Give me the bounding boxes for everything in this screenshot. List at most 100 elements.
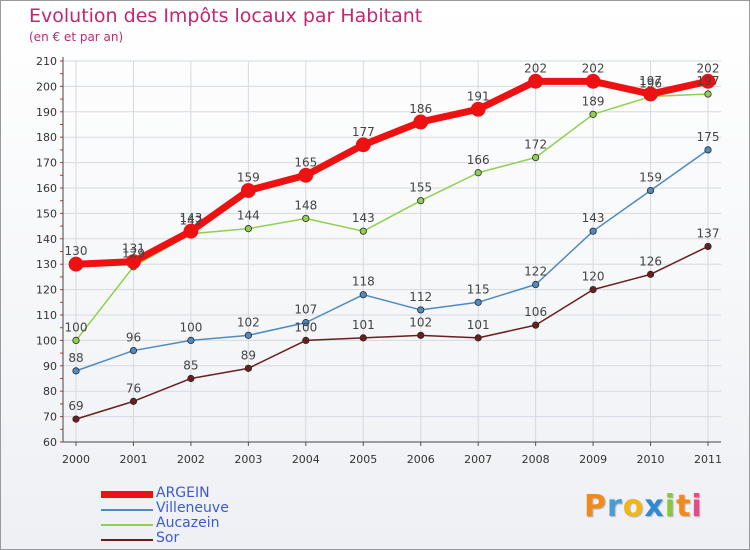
- data-label-aucazein: 129: [122, 247, 145, 261]
- legend-label: ARGEIN: [156, 485, 210, 501]
- data-point-argein: [240, 183, 256, 198]
- data-point-argein: [643, 86, 658, 102]
- data-point-villeneuve: [302, 319, 310, 327]
- data-point-aucazein: [244, 225, 252, 233]
- y-tick-label: 110: [36, 309, 57, 322]
- series-line-villeneuve: [75, 149, 709, 372]
- data-point-villeneuve: [244, 331, 252, 339]
- data-label-villeneuve: 102: [237, 315, 260, 329]
- data-point-sor: [417, 331, 425, 339]
- y-tick-label: 190: [36, 106, 57, 119]
- data-point-sor: [646, 270, 655, 278]
- data-point-sor: [532, 321, 540, 329]
- data-point-sor: [704, 242, 712, 251]
- data-label-argein: 197: [639, 74, 662, 88]
- data-point-aucazein: [72, 336, 80, 344]
- data-label-aucazein: 196: [639, 77, 662, 91]
- logo-letter: t: [676, 489, 692, 524]
- data-label-sor: 137: [697, 226, 720, 240]
- data-label-aucazein: 197: [697, 74, 720, 88]
- data-label-argein: 177: [352, 125, 375, 139]
- data-label-aucazein: 189: [582, 94, 605, 108]
- x-tick-label: 2006: [407, 453, 435, 466]
- x-tick-label: 2007: [464, 453, 492, 466]
- x-tick-label: 2009: [579, 453, 607, 466]
- data-point-argein: [298, 167, 314, 183]
- legend-swatch: [101, 491, 153, 498]
- logo-letter: i: [664, 489, 677, 524]
- data-point-sor: [474, 334, 482, 342]
- data-label-sor: 85: [183, 359, 198, 373]
- data-point-argein: [528, 73, 544, 89]
- data-label-argein: 202: [697, 61, 720, 75]
- logo-letter: x: [644, 489, 665, 524]
- y-tick-label: 60: [43, 436, 57, 449]
- logo-letter: i: [691, 489, 703, 524]
- data-point-sor: [589, 285, 597, 294]
- data-point-argein: [413, 114, 429, 130]
- chart-subtitle: (en € et par an): [29, 30, 124, 44]
- data-point-sor: [359, 334, 367, 342]
- data-point-aucazein: [704, 90, 712, 98]
- data-label-villeneuve: 112: [409, 290, 432, 304]
- data-point-villeneuve: [72, 367, 80, 375]
- data-label-villeneuve: 159: [639, 171, 662, 185]
- legend-swatch: [101, 509, 153, 511]
- series-line-sor: [75, 245, 709, 420]
- data-label-sor: 76: [126, 381, 141, 395]
- data-point-aucazein: [589, 110, 597, 118]
- legend-swatch: [101, 539, 153, 541]
- data-label-villeneuve: 115: [467, 282, 490, 296]
- x-tick-label: 2008: [522, 453, 550, 466]
- proxiti-logo: Proxiti: [584, 489, 703, 524]
- data-label-villeneuve: 107: [294, 303, 317, 317]
- data-point-villeneuve: [704, 146, 712, 154]
- legend-label: Sor: [156, 530, 180, 546]
- x-tick-label: 2005: [349, 453, 377, 466]
- x-tick-label: 2003: [234, 453, 262, 466]
- series-line-argein: [75, 77, 709, 268]
- data-label-argein: 131: [122, 242, 145, 256]
- data-label-sor: 89: [241, 348, 256, 362]
- data-label-argein: 165: [294, 155, 317, 169]
- data-point-argein: [183, 223, 199, 239]
- data-point-villeneuve: [359, 291, 367, 299]
- legend-label: Villeneuve: [156, 500, 229, 516]
- data-label-argein: 191: [467, 89, 490, 103]
- data-point-sor: [129, 397, 138, 405]
- data-point-sor: [187, 374, 195, 383]
- x-tick-label: 2004: [292, 453, 320, 466]
- data-point-villeneuve: [187, 336, 195, 344]
- x-tick-label: 2011: [694, 453, 722, 466]
- data-label-aucazein: 100: [65, 320, 88, 334]
- x-tick-label: 2010: [637, 453, 665, 466]
- data-point-aucazein: [417, 197, 425, 205]
- data-label-sor: 101: [467, 318, 490, 332]
- data-label-sor: 120: [582, 270, 605, 284]
- data-point-argein: [126, 254, 141, 270]
- data-point-sor: [244, 364, 252, 372]
- data-point-villeneuve: [129, 346, 138, 355]
- data-label-sor: 106: [524, 305, 547, 319]
- data-point-argein: [470, 101, 486, 117]
- data-point-argein: [68, 256, 84, 272]
- data-point-villeneuve: [532, 280, 540, 289]
- data-label-aucazein: 172: [524, 138, 547, 152]
- y-tick-label: 210: [36, 55, 57, 68]
- y-tick-label: 120: [36, 284, 57, 297]
- y-tick-label: 180: [36, 131, 57, 144]
- data-label-sor: 69: [68, 399, 83, 413]
- y-tick-label: 70: [43, 411, 57, 424]
- data-label-argein: 186: [409, 102, 432, 116]
- data-label-villeneuve: 122: [524, 265, 547, 279]
- data-label-sor: 101: [352, 318, 375, 332]
- data-label-villeneuve: 96: [126, 331, 141, 345]
- data-label-aucazein: 142: [179, 214, 202, 228]
- data-label-villeneuve: 100: [179, 320, 202, 334]
- data-point-aucazein: [302, 214, 310, 223]
- data-point-villeneuve: [646, 186, 655, 195]
- data-point-sor: [72, 415, 80, 423]
- y-tick-label: 170: [36, 157, 57, 170]
